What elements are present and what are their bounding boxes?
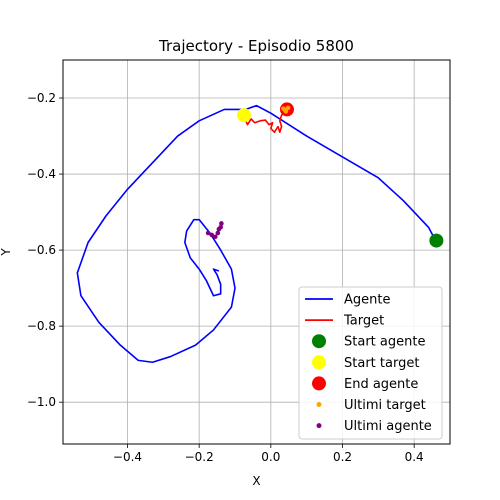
legend-swatch-end-agente [312,376,326,391]
ultimi-agente-point [218,224,223,230]
legend-swatch-ultimi-target [316,402,322,407]
agente-trajectory-line [76,104,437,364]
y-tick-label: −0.4 [27,167,56,181]
chart-title: Trajectory - Episodio 5800 [158,37,354,55]
x-tick-label: 0.4 [405,450,424,464]
x-axis-ticks: −0.4 −0.2 0.0 0.2 0.4 [113,444,424,464]
legend-label-end-agente: End agente [344,377,418,392]
legend-label-ultimi-agente: Ultimi agente [344,419,432,434]
target-trajectory-line [240,108,288,134]
ultimi-agente-point [212,234,218,240]
ultimi-target-point [285,105,291,111]
ultimi-agente-point [215,230,221,236]
legend-label-start-agente: Start agente [344,335,425,350]
legend-label-ultimi-target: Ultimi target [344,398,426,413]
plot-area [76,102,444,364]
y-tick-label: −0.6 [27,243,56,257]
x-tick-label: 0.2 [333,450,352,464]
legend-label-target: Target [343,314,384,329]
legend-swatch-start-agente [312,334,326,349]
x-tick-label: −0.2 [185,450,214,464]
start-agente-point [429,233,444,248]
ultimi-agente-point [219,221,224,226]
start-target-point [236,108,251,123]
y-axis-label: Y [0,248,13,257]
y-tick-label: −0.2 [27,91,56,105]
x-tick-label: −0.4 [113,450,142,464]
ultimi-target-point [283,109,289,114]
legend-label-agente: Agente [344,293,390,308]
legend: Agente Target Start agente Start target End … [298,286,443,440]
ultimi-agente-point [209,232,215,238]
y-axis-ticks: −1.0 −0.8 −0.6 −0.4 −0.2 [27,91,63,409]
x-tick-label: 0.0 [261,450,280,464]
y-tick-label: −0.8 [27,319,56,333]
legend-swatch-ultimi-agente [316,423,322,429]
legend-label-start-target: Start target [344,356,419,371]
x-axis-label: X [252,474,260,488]
ultimi-agente-point [205,230,211,236]
axes-frame [62,59,451,445]
legend-swatch-start-target [312,355,326,370]
y-tick-label: −1.0 [27,395,56,409]
legend-frame [298,286,443,440]
